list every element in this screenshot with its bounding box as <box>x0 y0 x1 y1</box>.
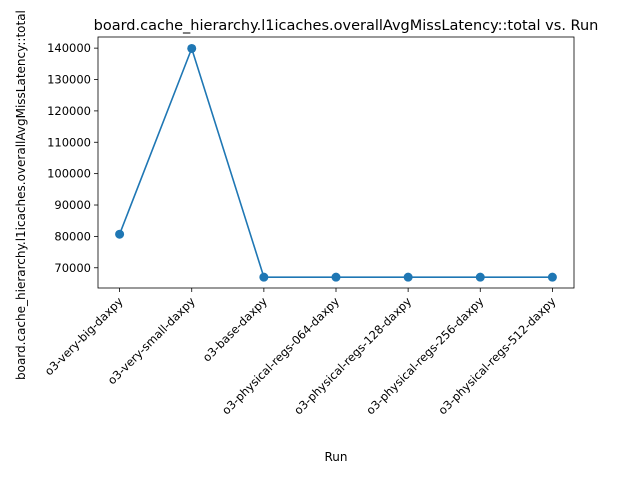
x-tick-label: o3-base-daxpy <box>200 294 270 364</box>
plot-frame <box>97 36 575 289</box>
data-point <box>403 272 413 282</box>
y-tick-label: 140000 <box>47 41 91 55</box>
y-tick-label: 100000 <box>47 167 91 181</box>
data-point <box>475 272 485 282</box>
chart-title: board.cache_hierarchy.l1icaches.overallA… <box>94 18 599 34</box>
data-point <box>259 272 269 282</box>
y-tick-label: 80000 <box>54 229 91 243</box>
data-point <box>187 43 197 53</box>
data-point <box>547 272 557 282</box>
y-tick-label: 120000 <box>47 104 91 118</box>
x-tick-label: o3-physical-regs-512-daxpy <box>435 294 558 417</box>
y-tick-label: 110000 <box>47 135 91 149</box>
x-tick-label: o3-physical-regs-128-daxpy <box>291 294 414 417</box>
x-tick-label: o3-physical-regs-064-daxpy <box>219 294 342 417</box>
series-line <box>118 46 553 279</box>
y-tick-label: 90000 <box>54 198 91 212</box>
y-axis: 70000 80000 90000 100000 110000 120000 130000 1… <box>47 41 98 275</box>
series-layer <box>115 43 557 282</box>
y-tick-label: 130000 <box>47 73 91 87</box>
data-point <box>115 229 125 239</box>
x-tick-label: o3-physical-regs-256-daxpy <box>363 294 486 417</box>
y-tick-label: 70000 <box>54 261 91 275</box>
x-tick-label: o3-very-big-daxpy <box>42 294 126 378</box>
y-axis-label: board.cache_hierarchy.l1icaches.overallA… <box>14 10 28 380</box>
x-axis-label: Run <box>324 450 347 464</box>
data-point <box>331 272 341 282</box>
